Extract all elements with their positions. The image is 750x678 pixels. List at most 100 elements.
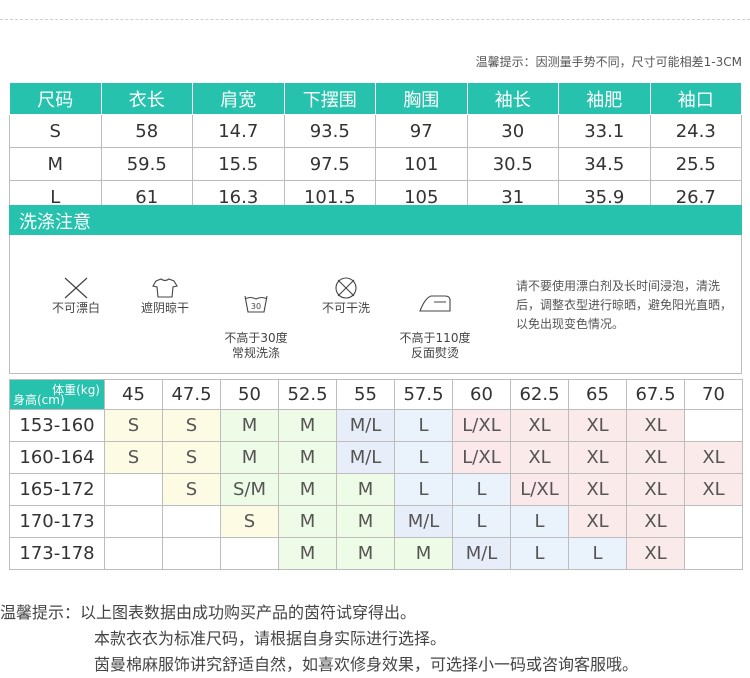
care-label: 遮阴晾干 <box>140 301 189 315</box>
size-recommendation-cell: L/XL <box>510 473 569 506</box>
size-recommendation-cell <box>684 537 743 570</box>
size-column-header: 袖肥 <box>558 82 651 115</box>
size-recommendation-cell: XL <box>626 441 685 474</box>
size-value: 15.5 <box>192 147 285 181</box>
top-divider <box>0 19 750 20</box>
footer-line: 本款衣衣为标准尺码，请根据自身实际进行选择。 <box>94 629 447 648</box>
size-recommendation-cell: S <box>162 441 221 474</box>
size-recommendation-cell: M <box>336 473 395 506</box>
size-value: 30 <box>466 114 559 148</box>
care-label: 不高于30度 常规洗涤 <box>224 331 288 360</box>
size-recommendation-cell <box>104 473 163 506</box>
size-value: 33.1 <box>558 114 651 148</box>
size-recommendation-cell: XL <box>510 409 569 442</box>
size-value: 58 <box>100 114 193 148</box>
table-row: 165-172 S S/M M M L L L/XL XL XL XL <box>9 473 743 506</box>
weight-header-row: 体重(kg) 身高(cm) 45 47.5 50 52.5 55 57.5 60 62.5 65… <box>9 379 743 410</box>
care-item-shade-dry: 遮阴晾干 <box>132 277 198 316</box>
size-recommendation-cell: M <box>278 537 337 570</box>
size-column-header: 袖长 <box>466 82 559 115</box>
size-recommendation-cell: M <box>278 441 337 474</box>
height-row-header: 173-178 <box>9 537 105 570</box>
size-recommendation-cell: XL <box>568 473 627 506</box>
care-item-iron: 不高于110度 反面熨烫 <box>392 277 478 376</box>
size-recommendation-cell: M <box>278 409 337 442</box>
size-value: 34.5 <box>558 147 651 181</box>
size-recommendation-cell: XL <box>684 473 743 506</box>
size-value: 25.5 <box>649 147 742 181</box>
size-recommendation-cell: XL <box>568 409 627 442</box>
size-label: S <box>9 114 102 148</box>
size-recommendation-cell: XL <box>626 473 685 506</box>
footer-line: 温馨提示：以上图表数据由成功购买产品的茵符试穿得出。 <box>0 603 417 622</box>
size-recommendation-cell: L <box>452 473 511 506</box>
size-recommendation-cell <box>162 537 221 570</box>
size-recommendation-cell: XL <box>568 441 627 474</box>
no-dry-clean-icon <box>335 277 357 299</box>
size-recommendation-cell <box>684 409 743 442</box>
size-value: 24.3 <box>649 114 742 148</box>
care-title: 洗涤注意 <box>19 212 91 233</box>
weight-column-header: 60 <box>452 379 511 410</box>
height-row-header: 170-173 <box>9 505 105 538</box>
size-recommendation-cell <box>104 537 163 570</box>
measure-tip: 温馨提示：因测量手势不同，尺寸可能相差1-3CM <box>475 55 742 69</box>
size-recommendation-cell: L <box>394 473 453 506</box>
size-recommendation-cell: XL <box>626 505 685 538</box>
size-recommendation-cell <box>162 505 221 538</box>
weight-height-table: 体重(kg) 身高(cm) 45 47.5 50 52.5 55 57.5 60 62.5 65… <box>9 379 743 570</box>
size-recommendation-cell: S/M <box>220 473 279 506</box>
table-row: 173-178 M M M M/L L L XL <box>9 537 743 570</box>
weight-label: 体重(kg) <box>52 383 100 397</box>
height-label: 身高(cm) <box>13 393 65 407</box>
size-recommendation-cell <box>684 505 743 538</box>
size-value: 30.5 <box>466 147 559 181</box>
height-row-header: 153-160 <box>9 409 105 442</box>
weight-column-header: 50 <box>220 379 279 410</box>
shade-dry-icon <box>152 278 178 298</box>
size-recommendation-cell: L <box>452 505 511 538</box>
size-recommendation-cell: M <box>336 505 395 538</box>
footer-line: 茵曼棉麻服饰讲究舒适自然，如喜欢修身效果，可选择小一码或咨询客服哦。 <box>94 655 639 674</box>
weight-column-header: 47.5 <box>162 379 221 410</box>
care-panel: 不可漂白 遮阴晾干 30 不高于30度 常规洗涤 不可干洗 不高于110度 反面… <box>9 235 742 374</box>
size-recommendation-cell: L <box>394 409 453 442</box>
size-recommendation-cell: XL <box>568 505 627 538</box>
size-recommendation-cell: XL <box>626 409 685 442</box>
table-corner: 体重(kg) 身高(cm) <box>9 379 105 410</box>
size-recommendation-cell: M <box>220 409 279 442</box>
height-row-header: 160-164 <box>9 441 105 474</box>
size-recommendation-cell <box>220 537 279 570</box>
size-table-header: 尺码 衣长 肩宽 下摆围 胸围 袖长 袖肥 袖口 <box>9 82 742 115</box>
size-value: 59.5 <box>100 147 193 181</box>
size-recommendation-cell: M <box>220 441 279 474</box>
size-recommendation-cell: XL <box>684 441 743 474</box>
size-recommendation-cell: L <box>394 441 453 474</box>
weight-column-header: 62.5 <box>510 379 569 410</box>
care-item-wash: 30 不高于30度 常规洗涤 <box>218 277 294 376</box>
height-row-header: 165-172 <box>9 473 105 506</box>
size-value: 97 <box>375 114 468 148</box>
size-recommendation-cell: S <box>104 441 163 474</box>
weight-column-header: 65 <box>568 379 627 410</box>
size-recommendation-cell: L <box>568 537 627 570</box>
size-recommendation-cell: M <box>336 537 395 570</box>
size-recommendation-cell: L <box>510 537 569 570</box>
size-recommendation-cell: S <box>220 505 279 538</box>
iron-icon <box>419 295 451 312</box>
care-label: 不可干洗 <box>321 301 370 315</box>
size-recommendation-cell: M/L <box>394 505 453 538</box>
size-recommendation-cell: L/XL <box>452 441 511 474</box>
size-recommendation-cell: S <box>104 409 163 442</box>
size-recommendation-cell: XL <box>510 441 569 474</box>
size-recommendation-cell: M <box>278 473 337 506</box>
wash-temp: 30 <box>251 302 261 311</box>
weight-column-header: 70 <box>684 379 743 410</box>
table-row: M 59.5 15.5 97.5 101 30.5 34.5 25.5 <box>9 147 742 181</box>
size-column-header: 下摆围 <box>283 82 376 115</box>
size-value: 101 <box>375 147 468 181</box>
size-recommendation-cell: XL <box>626 537 685 570</box>
size-recommendation-cell <box>104 505 163 538</box>
care-label: 不可漂白 <box>51 301 100 315</box>
table-row: 170-173 S M M M/L L L XL XL <box>9 505 743 538</box>
